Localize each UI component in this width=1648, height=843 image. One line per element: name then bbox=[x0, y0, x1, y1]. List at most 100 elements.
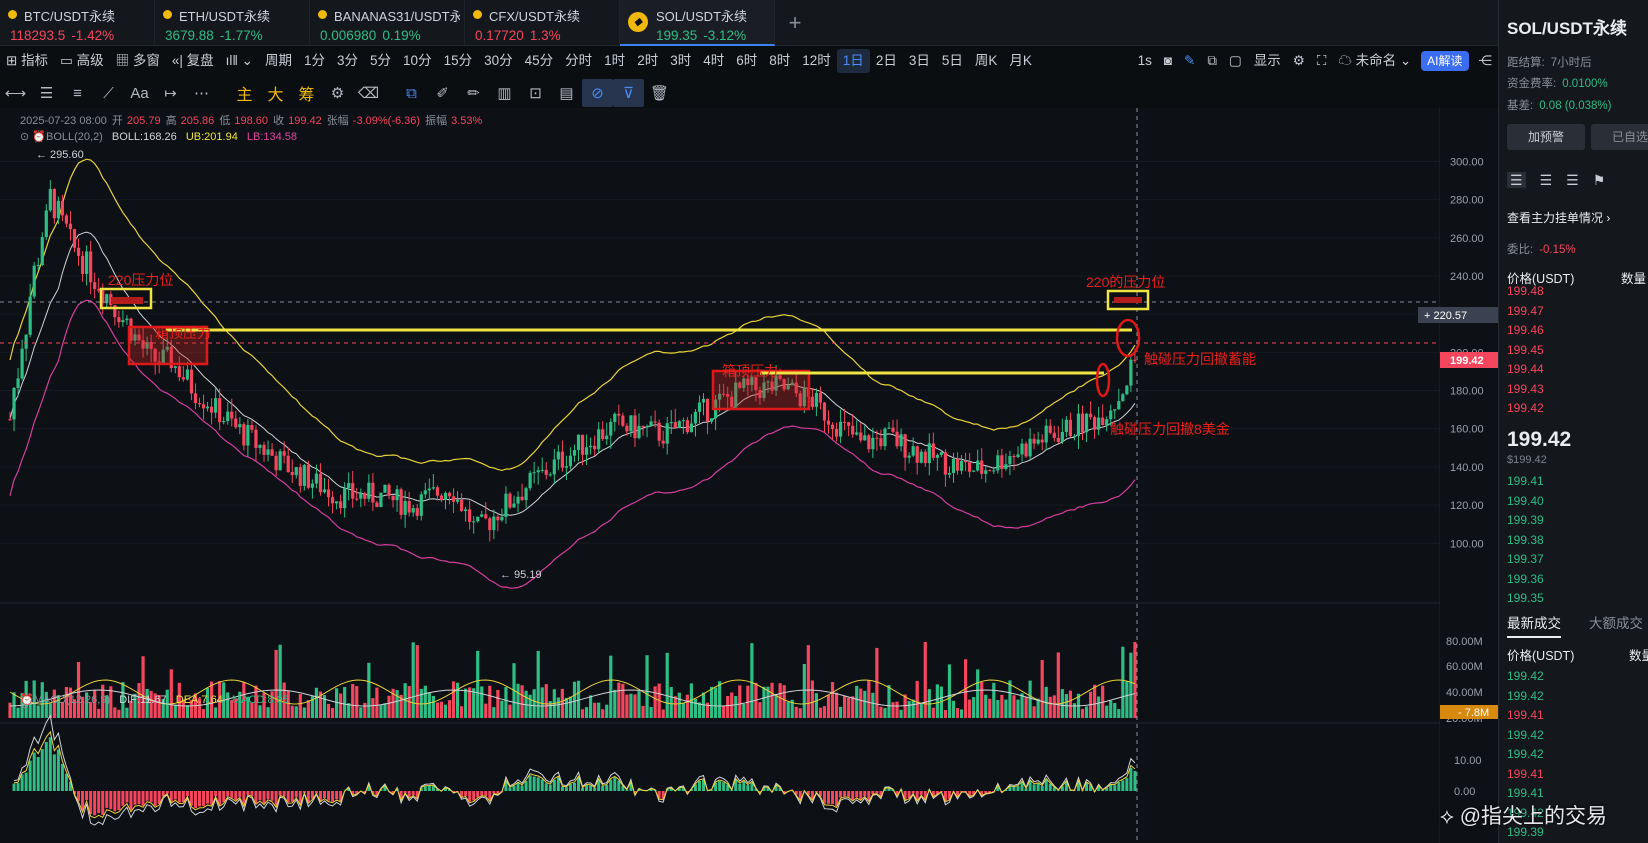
popout-icon[interactable]: ⧉ bbox=[1207, 53, 1217, 68]
interval-13[interactable]: 8时 bbox=[769, 53, 791, 68]
eraser-tool-icon[interactable]: ⌫ bbox=[357, 85, 380, 102]
interval-10[interactable]: 3时 bbox=[670, 53, 692, 68]
multi-window-button[interactable]: ▦ 多窗 bbox=[115, 53, 160, 68]
link-tool-icon[interactable]: ⊘ bbox=[582, 79, 613, 107]
add-tab-icon[interactable]: + bbox=[788, 10, 802, 35]
orderbook-price[interactable]: 199.45 bbox=[1507, 342, 1544, 357]
interval-2[interactable]: 5分 bbox=[370, 53, 392, 68]
kline-chart[interactable]: 220压力位 箱顶压力 箱顶压力 220的压力位 触碰压力回撤蓄能 触碰压力回撤… bbox=[0, 108, 1498, 843]
hline-tool-icon[interactable]: ⟷ bbox=[4, 85, 27, 102]
chart-type-button[interactable]: ıl‖ ⌄ bbox=[225, 53, 253, 68]
pen-icon[interactable]: ✎ bbox=[1184, 53, 1196, 68]
interval-11[interactable]: 4时 bbox=[703, 53, 725, 68]
magnet-tool-icon[interactable]: ⚙ bbox=[330, 85, 345, 102]
chart-area[interactable]: 220压力位 箱顶压力 箱顶压力 220的压力位 触碰压力回撤蓄能 触碰压力回撤… bbox=[0, 108, 1498, 843]
volume-bar bbox=[770, 682, 774, 718]
alarm-icon[interactable]: ⏰ bbox=[20, 694, 34, 706]
brush-tool-icon[interactable]: ✏ bbox=[467, 85, 480, 102]
orderbook-price[interactable]: 199.43 bbox=[1507, 381, 1544, 396]
trendline-tool-icon[interactable]: ⟋ bbox=[103, 84, 114, 102]
orderbook-price[interactable]: 199.36 bbox=[1507, 571, 1544, 586]
camera-icon[interactable]: ◙ bbox=[1163, 53, 1173, 68]
interval-14[interactable]: 12时 bbox=[802, 53, 831, 68]
macd-bar bbox=[1129, 767, 1133, 791]
candle-body bbox=[867, 435, 871, 450]
tab-large-trades[interactable]: 大额成交 bbox=[1589, 616, 1643, 631]
both-side-icon[interactable]: ☰ bbox=[1507, 172, 1526, 188]
interval-7[interactable]: 分时 bbox=[565, 53, 593, 68]
edit-tool-icon[interactable]: ▤ bbox=[559, 85, 574, 102]
cloud-layout-button[interactable]: ☁ 未命名 ⌄ bbox=[1338, 53, 1412, 68]
tab-btc[interactable]: BTC/USDT永续 118293.5 -1.42% bbox=[0, 0, 155, 46]
multi-line-tool-icon[interactable]: ☰ bbox=[39, 85, 54, 102]
orderbook-price[interactable]: 199.35 bbox=[1507, 591, 1544, 605]
tab-latest-trades[interactable]: 最新成交 bbox=[1507, 612, 1561, 638]
candle-body bbox=[641, 425, 645, 428]
interval-0[interactable]: 1分 bbox=[304, 53, 326, 68]
interval-15[interactable]: 1日 bbox=[836, 49, 870, 73]
orderbook-price[interactable]: 199.44 bbox=[1507, 362, 1544, 376]
tab-cfx[interactable]: CFX/USDT永续 0.17720 1.3% bbox=[465, 0, 620, 46]
second-button[interactable]: 1s bbox=[1137, 53, 1152, 68]
interval-16[interactable]: 2日 bbox=[875, 53, 897, 68]
share-icon[interactable]: ⋲ bbox=[1478, 53, 1493, 68]
flag-icon[interactable]: ⚑ bbox=[1592, 172, 1606, 188]
copy-tool-icon[interactable]: ⧉ bbox=[406, 84, 417, 102]
tab-sol[interactable]: ◆ SOL/USDT永续 199.35 -3.12% bbox=[620, 0, 775, 46]
interval-6[interactable]: 45分 bbox=[524, 53, 554, 68]
settings-icon[interactable]: ⚙ bbox=[1292, 53, 1305, 68]
orderbook-price[interactable]: 199.47 bbox=[1507, 303, 1544, 318]
interval-8[interactable]: 1时 bbox=[604, 53, 626, 68]
lock-tool-icon[interactable]: ⊡ bbox=[529, 85, 542, 102]
interval-9[interactable]: 2时 bbox=[637, 53, 659, 68]
interval-20[interactable]: 月K bbox=[1009, 53, 1032, 68]
bid-side-icon[interactable]: ☰ bbox=[1539, 172, 1553, 188]
interval-1[interactable]: 3分 bbox=[337, 53, 359, 68]
orderbook-price[interactable]: 199.48 bbox=[1507, 284, 1544, 298]
interval-5[interactable]: 30分 bbox=[484, 53, 513, 68]
orderbook-price[interactable]: 199.38 bbox=[1507, 532, 1544, 547]
interval-17[interactable]: 3日 bbox=[908, 53, 930, 68]
text-tool-icon[interactable]: Aa bbox=[130, 84, 149, 102]
interval-12[interactable]: 6时 bbox=[736, 53, 758, 68]
fullscreen-icon[interactable]: ⛶ bbox=[1316, 53, 1327, 68]
interval-18[interactable]: 5日 bbox=[941, 53, 963, 68]
ruler-tool-icon[interactable]: ✐ bbox=[436, 85, 449, 102]
orderbook-price[interactable]: 199.39 bbox=[1507, 513, 1544, 527]
add-alert-button[interactable]: 加预警 bbox=[1507, 124, 1585, 150]
collapse-icon[interactable]: ⊙ bbox=[20, 131, 30, 143]
ask-side-icon[interactable]: ☰ bbox=[1566, 172, 1579, 188]
replay-button[interactable]: «| 复盘 bbox=[171, 53, 214, 68]
main-tool-button[interactable]: 主 bbox=[236, 87, 253, 104]
orderbook-price[interactable]: 199.42 bbox=[1507, 401, 1544, 415]
macd-bar bbox=[556, 777, 560, 791]
favorite-button[interactable]: 已自选 bbox=[1591, 124, 1648, 150]
big-tool-button[interactable]: 大 bbox=[267, 87, 284, 104]
candle-body bbox=[125, 318, 129, 321]
bars-tool-icon[interactable]: ▥ bbox=[497, 85, 512, 102]
advanced-button[interactable]: ▭ 高级 bbox=[60, 53, 104, 68]
orderbook-price[interactable]: 199.37 bbox=[1507, 552, 1544, 566]
interval-3[interactable]: 10分 bbox=[403, 53, 432, 68]
main-orders-link[interactable]: 查看主力挂单情况 › bbox=[1507, 211, 1611, 225]
orderbook-price[interactable]: 199.40 bbox=[1507, 493, 1544, 508]
indicator-button[interactable]: ⊞ 指标 bbox=[6, 53, 49, 68]
interval-4[interactable]: 15分 bbox=[443, 53, 473, 68]
tab-bananas[interactable]: BANANAS31/USDT永续 0.006980 0.19% bbox=[310, 0, 465, 46]
trash-tool-icon[interactable]: 🗑 bbox=[649, 85, 670, 102]
ai-button[interactable]: AI解读 bbox=[1421, 51, 1469, 71]
parallel-tool-icon[interactable]: ≡ bbox=[73, 84, 82, 102]
display-button[interactable]: 显示 bbox=[1253, 53, 1281, 68]
chip-tool-button[interactable]: 筹 bbox=[298, 87, 315, 104]
collapse-icon[interactable]: ⊙ bbox=[20, 699, 30, 711]
alarm-icon[interactable]: ⏰ bbox=[32, 131, 46, 143]
more-tools-icon[interactable]: ⋯ bbox=[194, 85, 209, 102]
orderbook-price[interactable]: 199.41 bbox=[1507, 474, 1544, 488]
layout-icon[interactable]: ▢ bbox=[1229, 53, 1242, 68]
tab-eth[interactable]: ETH/USDT永续 3679.88 -1.77% bbox=[155, 0, 310, 46]
orderbook-price[interactable]: 199.46 bbox=[1507, 323, 1544, 337]
filter-tool-icon[interactable]: ⊽ bbox=[613, 79, 644, 107]
measure-tool-icon[interactable]: ↦ bbox=[164, 85, 177, 102]
volume-bar bbox=[464, 688, 468, 718]
interval-19[interactable]: 周K bbox=[974, 53, 998, 68]
